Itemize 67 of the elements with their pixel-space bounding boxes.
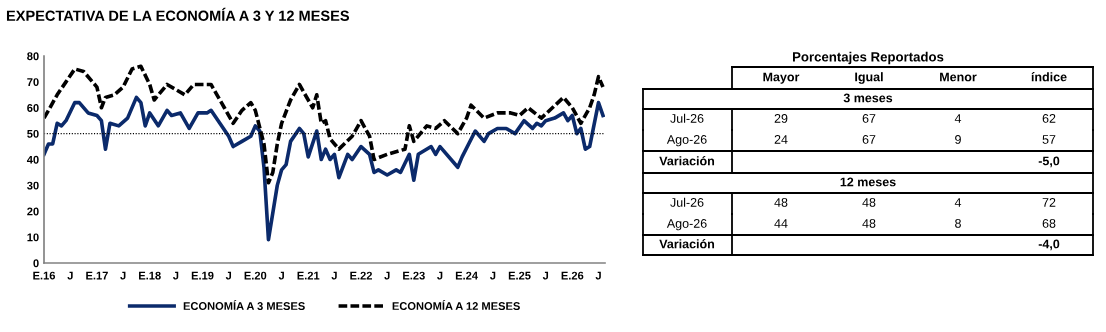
x-tick-label: J <box>595 271 601 280</box>
text: 67 <box>862 114 876 123</box>
x-tick-label: J <box>542 271 549 280</box>
y-tick-label: 20 <box>27 207 39 216</box>
x-tick-label: J <box>331 271 337 280</box>
x-tick-label: E.25 <box>508 271 531 280</box>
text: 48 <box>774 198 788 207</box>
text: 68 <box>1042 219 1056 228</box>
text: -4,0 <box>1038 239 1060 251</box>
legend-label: ECONOMÍA A 12 MESES <box>392 300 520 310</box>
text: 8 <box>955 219 961 228</box>
y-tick-label: 10 <box>27 233 39 242</box>
text: 48 <box>862 219 876 228</box>
text: Porcentajes Reportados <box>793 51 944 65</box>
x-tick-label: J <box>384 271 390 280</box>
x-tick-label: E.19 <box>191 271 214 280</box>
text: 62 <box>1042 114 1056 123</box>
text: Variación <box>659 239 715 249</box>
x-tick-label: J <box>489 271 496 280</box>
y-tick-label: 70 <box>27 78 39 87</box>
text: Ago-26 <box>666 135 707 147</box>
text: Mayor <box>763 72 800 84</box>
text: 72 <box>1042 198 1056 207</box>
x-tick-label: E.24 <box>455 271 478 280</box>
x-tick-label: E.21 <box>297 271 320 280</box>
y-tick-label: 60 <box>27 104 39 112</box>
text: Jul-26 <box>670 197 704 207</box>
x-tick-label: E.20 <box>244 271 267 280</box>
y-tick-label: 40 <box>26 155 39 164</box>
x-tick-label: E.23 <box>403 271 425 280</box>
x-tick-label: E.22 <box>350 271 372 280</box>
y-tick-label: 0 <box>33 259 39 268</box>
text: Menor <box>940 72 977 82</box>
text: 29 <box>774 114 788 123</box>
text: 3 meses <box>843 93 893 103</box>
line-series <box>44 64 605 185</box>
text: -5,0 <box>1038 156 1060 168</box>
x-tick-label: J <box>225 271 232 280</box>
x-tick-label: J <box>278 271 284 280</box>
legend-label: ECONOMÍA A 3 MESES <box>183 300 305 310</box>
text: 12 meses <box>840 177 896 187</box>
text: 9 <box>955 135 961 144</box>
text: 24 <box>774 135 788 144</box>
line-series <box>44 95 605 242</box>
x-tick-label: E.26 <box>561 271 584 280</box>
x-tick-label: E.18 <box>139 271 161 280</box>
text: 57 <box>1042 135 1056 144</box>
text: Ago-26 <box>666 219 707 231</box>
y-tick-label: 50 <box>27 129 39 138</box>
text: Variación <box>659 156 715 166</box>
chart-title: EXPECTATIVA DE LA ECONOMÍA A 3 Y 12 MESES <box>6 7 350 21</box>
x-tick-label: J <box>67 271 73 280</box>
x-tick-label: E.16 <box>33 271 56 280</box>
text: Igual <box>855 72 883 84</box>
text: 4 <box>954 114 962 123</box>
x-tick-label: J <box>172 271 179 280</box>
text: 67 <box>862 135 876 144</box>
y-tick-label: 80 <box>27 52 39 61</box>
text: 48 <box>862 198 876 207</box>
text: 44 <box>774 219 788 228</box>
y-tick-label: 30 <box>27 181 39 190</box>
text: índice <box>1031 72 1067 82</box>
x-tick-label: E.17 <box>86 271 108 280</box>
x-tick-label: J <box>437 271 443 280</box>
text: 4 <box>954 198 962 207</box>
text: Jul-26 <box>670 113 704 123</box>
x-tick-label: J <box>120 271 126 280</box>
